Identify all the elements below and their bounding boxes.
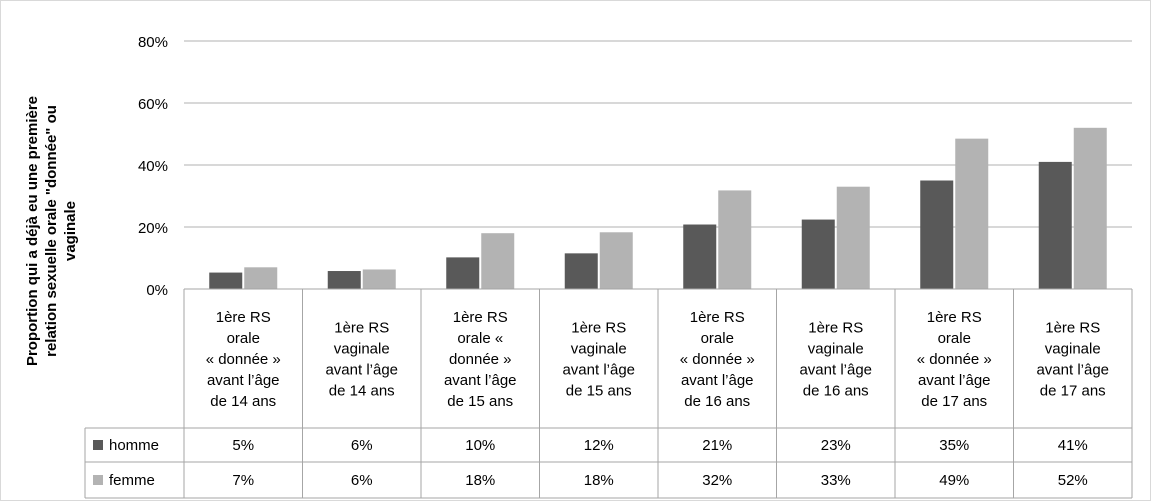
data-label-homme: 35%: [939, 437, 969, 454]
data-label-homme: 6%: [351, 437, 373, 454]
category-label: « donnée »: [206, 351, 281, 368]
bar-femme: [362, 269, 396, 289]
category-label: avant l’âge: [918, 372, 991, 389]
category-label: orale: [227, 330, 260, 347]
category-label: 1ère RS: [334, 320, 389, 337]
data-label-femme: 7%: [232, 472, 254, 489]
data-label-femme: 49%: [939, 472, 969, 489]
bar-homme: [801, 219, 835, 289]
category-label: de 17 ans: [1040, 383, 1106, 400]
y-axis-title-line: relation sexuelle orale "donnée" ou: [43, 105, 60, 357]
category-label: orale «: [457, 330, 503, 347]
bar-homme: [683, 224, 717, 289]
legend-label-femme: femme: [109, 472, 155, 489]
category-label: vaginale: [808, 341, 864, 358]
bar-homme: [564, 253, 598, 289]
category-label: de 14 ans: [329, 383, 395, 400]
category-label: vaginale: [571, 341, 627, 358]
bar-femme: [481, 233, 515, 289]
category-label: vaginale: [334, 341, 390, 358]
data-label-femme: 33%: [821, 472, 851, 489]
category-label: avant l’âge: [325, 362, 398, 379]
bar-homme: [327, 271, 361, 289]
data-label-homme: 10%: [465, 437, 495, 454]
y-tick-label: 60%: [138, 96, 168, 113]
category-label: « donnée »: [680, 351, 755, 368]
category-label: de 16 ans: [803, 383, 869, 400]
bar-femme: [1073, 127, 1107, 289]
category-label: 1ère RS: [216, 309, 271, 326]
bar-femme: [599, 232, 633, 289]
category-label: 1ère RS: [453, 309, 508, 326]
category-label: avant l’âge: [681, 372, 754, 389]
category-label: de 16 ans: [684, 393, 750, 410]
y-axis-title: Proportion qui a déjà eu une première rel…: [24, 96, 79, 366]
category-label: avant l’âge: [207, 372, 280, 389]
data-label-femme: 32%: [702, 472, 732, 489]
data-label-femme: 6%: [351, 472, 373, 489]
bar-femme: [244, 267, 278, 289]
legend-key-homme: [93, 440, 103, 450]
category-label: « donnée »: [917, 351, 992, 368]
category-label: avant l’âge: [799, 362, 872, 379]
data-label-homme: 41%: [1058, 437, 1088, 454]
bar-homme: [920, 180, 954, 289]
bar-femme: [718, 190, 752, 289]
category-label: vaginale: [1045, 341, 1101, 358]
data-label-femme: 18%: [465, 472, 495, 489]
category-label: 1ère RS: [927, 309, 982, 326]
category-label: de 17 ans: [921, 393, 987, 410]
category-label: 1ère RS: [808, 320, 863, 337]
legend-key-femme: [93, 475, 103, 485]
data-label-homme: 23%: [821, 437, 851, 454]
category-label: orale: [938, 330, 971, 347]
data-label-homme: 21%: [702, 437, 732, 454]
y-tick-label: 0%: [146, 282, 168, 299]
bar-homme: [1038, 161, 1072, 289]
category-label: 1ère RS: [571, 320, 626, 337]
category-label: de 14 ans: [210, 393, 276, 410]
category-label: 1ère RS: [690, 309, 745, 326]
y-tick-label: 80%: [138, 34, 168, 51]
bar-homme: [209, 272, 243, 289]
category-label: avant l’âge: [562, 362, 635, 379]
bar-femme: [836, 186, 870, 289]
data-label-femme: 52%: [1058, 472, 1088, 489]
category-label: orale: [701, 330, 734, 347]
category-label: de 15 ans: [566, 383, 632, 400]
data-label-homme: 5%: [232, 437, 254, 454]
y-tick-label: 40%: [138, 158, 168, 175]
data-label-homme: 12%: [584, 437, 614, 454]
bar-femme: [955, 138, 989, 289]
category-label: 1ère RS: [1045, 320, 1100, 337]
category-label: avant l’âge: [1036, 362, 1109, 379]
category-label: de 15 ans: [447, 393, 513, 410]
bar-homme: [446, 257, 480, 289]
y-axis-title-line: vaginale: [62, 201, 79, 261]
legend-label-homme: homme: [109, 437, 159, 454]
category-label: donnée »: [449, 351, 512, 368]
data-label-femme: 18%: [584, 472, 614, 489]
category-label: avant l’âge: [444, 372, 517, 389]
y-axis-title-line: Proportion qui a déjà eu une première: [24, 96, 41, 366]
y-tick-label: 20%: [138, 220, 168, 237]
